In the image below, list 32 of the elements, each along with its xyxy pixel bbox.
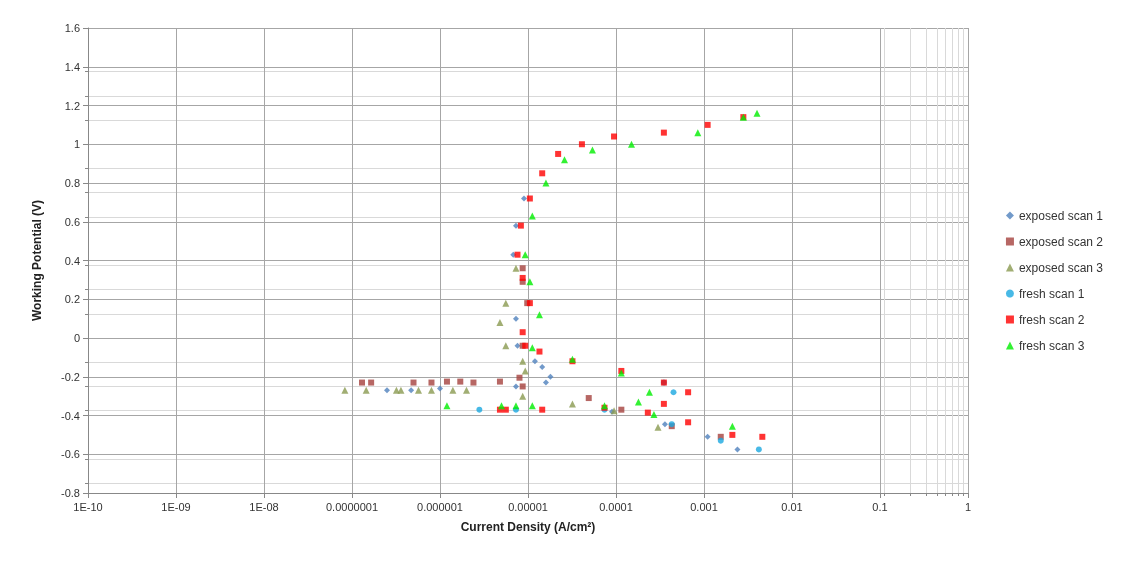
x-tick-label: 0.01 <box>781 500 803 513</box>
y-tick-label: 1.6 <box>64 22 80 34</box>
y-tick-label: -0.2 <box>61 370 80 383</box>
legend-label: fresh scan 2 <box>1018 312 1085 327</box>
y-tick-label: 1.4 <box>64 60 80 73</box>
y-tick-label: 1 <box>73 138 80 151</box>
y-tick-label: -0.6 <box>61 448 80 461</box>
y-axis-title: Working Potential (V) <box>30 199 44 322</box>
y-tick-label: -0.4 <box>61 409 80 422</box>
x-axis-title: Current Density (A/cm²) <box>460 520 596 534</box>
x-tick-label: 1E-10 <box>73 500 103 513</box>
y-tick-label: 0.2 <box>64 293 80 306</box>
legend-label: fresh scan 3 <box>1018 338 1085 353</box>
y-tick-label: 1.2 <box>64 99 80 112</box>
x-tick-label: 0.000001 <box>417 500 463 513</box>
y-tick-label: 0 <box>73 332 80 344</box>
legend-label: exposed scan 3 <box>1018 260 1104 275</box>
x-tick-label: 0.001 <box>690 500 718 513</box>
x-tick-label: 1E-09 <box>161 500 191 513</box>
y-tick-label: 0.4 <box>64 254 80 267</box>
y-tick-label: 0.6 <box>64 215 80 228</box>
y-tick-label: 0.8 <box>64 177 80 189</box>
y-tick-label: -0.8 <box>61 487 80 499</box>
x-tick-label: 0.00001 <box>508 500 548 513</box>
x-tick-label: 0.0000001 <box>326 500 378 513</box>
x-tick-label: 0.0001 <box>599 500 633 513</box>
x-tick-label: 1 <box>964 500 972 513</box>
legend-label: exposed scan 2 <box>1018 234 1104 249</box>
legend-label: fresh scan 1 <box>1018 286 1085 301</box>
legend-label: exposed scan 1 <box>1018 208 1104 223</box>
x-tick-label: 0.1 <box>872 500 888 513</box>
x-tick-label: 1E-08 <box>249 500 279 513</box>
